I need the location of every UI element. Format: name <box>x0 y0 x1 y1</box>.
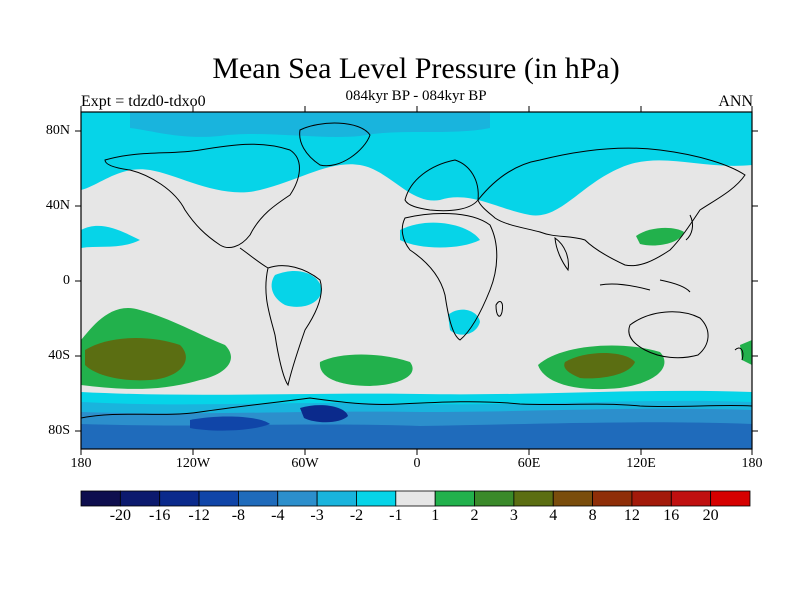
lon-label-60w: 60W <box>291 456 319 471</box>
south-africa-negative-patch <box>448 309 480 335</box>
colorbar <box>80 490 751 507</box>
colorbar-label: 2 <box>470 507 479 524</box>
colorbar-box <box>592 490 633 507</box>
season-label: ANN <box>718 93 753 110</box>
coastlines <box>81 122 752 419</box>
lat-label-40n: 40N <box>45 198 70 213</box>
nw-pacific-positive <box>636 227 684 246</box>
map-title: Mean Sea Level Pressure (in hPa) <box>212 52 620 85</box>
south-pacific-strong-positive <box>85 338 186 381</box>
lon-label-180e: 180 <box>741 456 763 471</box>
colorbar-label: 20 <box>702 507 719 524</box>
colorbar-box <box>710 490 751 507</box>
ross-negative <box>190 416 270 431</box>
experiment-label: Expt = tdzd0-tdxo0 <box>81 93 206 110</box>
colorbar-box <box>159 490 200 507</box>
colorbar-box <box>434 490 475 507</box>
lon-label-120w: 120W <box>175 456 211 471</box>
colorbar-label: -16 <box>149 507 171 524</box>
arctic-negative-region <box>81 112 752 216</box>
lon-label-120e: 120E <box>626 456 656 471</box>
colorbar-box <box>277 490 318 507</box>
colorbar-box <box>119 490 161 507</box>
colorbar-box <box>670 490 712 507</box>
colorbar-label: 8 <box>588 507 597 524</box>
colorbar-label: -3 <box>310 507 324 524</box>
south-atlantic-positive <box>319 354 413 386</box>
lat-ticks <box>75 130 758 432</box>
colorbar-box <box>80 490 121 507</box>
lat-label-80n: 80N <box>45 123 70 138</box>
colorbar-box <box>631 490 672 507</box>
pacific-negative-patch <box>81 225 140 248</box>
arctic-stronger-negative <box>130 112 490 137</box>
colorbar-label: -12 <box>188 507 210 524</box>
colorbar-box <box>316 490 357 507</box>
lon-label-0: 0 <box>413 456 421 471</box>
colorbar-label: -1 <box>389 507 403 524</box>
lon-ticks <box>80 106 753 455</box>
antarctic-band <box>81 422 752 449</box>
colorbar-box <box>198 490 239 507</box>
lon-label-180w: 180 <box>70 456 92 471</box>
map-field <box>81 112 752 449</box>
colorbar-label: 16 <box>663 507 680 524</box>
map-subtitle: 084kyr BP - 084kyr BP <box>345 88 487 104</box>
colorbar-box <box>238 490 279 507</box>
colorbar-label: 12 <box>623 507 640 524</box>
colorbar-box <box>552 490 593 507</box>
indian-ocean-strong-positive <box>564 353 635 379</box>
lon-label-60e: 60E <box>517 456 541 471</box>
colorbar-label: 4 <box>549 507 558 524</box>
colorbar-box <box>395 490 436 507</box>
lat-label-40s: 40S <box>48 348 70 363</box>
colorbar-box <box>474 490 515 507</box>
colorbar-label: -2 <box>349 507 364 524</box>
colorbar-label: -8 <box>231 507 246 524</box>
tasman-positive <box>740 340 752 365</box>
med-negative-patch <box>400 222 480 248</box>
lat-label-0: 0 <box>63 273 70 288</box>
weddell-strong-negative <box>300 405 348 423</box>
colorbar-label: -4 <box>271 507 285 524</box>
colorbar-box <box>513 490 554 507</box>
colorbar-label: 1 <box>431 507 440 524</box>
colorbar-label: 3 <box>509 507 518 524</box>
lat-label-80s: 80S <box>48 423 70 438</box>
colorbar-label: -20 <box>109 507 132 524</box>
colorbar-box <box>356 490 397 507</box>
south-america-negative-patch <box>271 270 322 307</box>
